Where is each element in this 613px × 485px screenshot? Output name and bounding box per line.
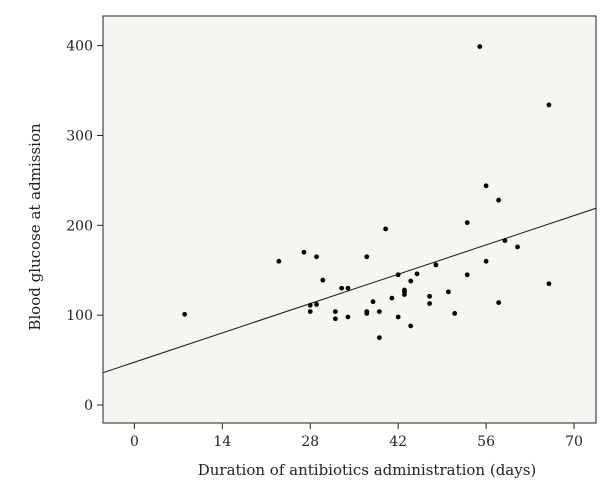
data-point: [276, 258, 282, 264]
data-point: [345, 314, 351, 320]
data-point: [464, 220, 470, 226]
data-point: [395, 272, 401, 278]
x-tick-label: 28: [301, 434, 319, 450]
data-point: [452, 310, 458, 316]
data-point: [477, 44, 483, 49]
data-point: [414, 271, 420, 277]
data-point: [483, 258, 489, 264]
fit-line: [102, 207, 597, 374]
data-point: [383, 226, 389, 232]
data-point: [408, 278, 414, 284]
data-point: [464, 272, 470, 278]
data-point: [433, 262, 439, 268]
data-point: [345, 285, 351, 291]
data-point: [427, 293, 432, 299]
data-point: [182, 311, 188, 317]
x-tick-label: 0: [130, 434, 139, 450]
data-point: [408, 323, 414, 329]
data-point: [320, 277, 326, 283]
data-point: [314, 254, 319, 260]
y-tick-label: 100: [66, 308, 93, 324]
data-point: [376, 309, 382, 314]
data-point: [395, 314, 401, 320]
data-point: [364, 310, 370, 316]
y-tick-label: 0: [84, 398, 93, 414]
data-point: [515, 244, 520, 250]
data-point: [364, 254, 370, 260]
data-point: [301, 249, 307, 255]
data-point: [496, 197, 502, 203]
x-tick-label: 56: [477, 434, 495, 450]
x-tick-label: 70: [565, 434, 583, 450]
y-tick-label: 400: [66, 39, 93, 55]
data-point: [496, 300, 502, 306]
x-tick-label: 42: [389, 434, 407, 450]
data-point: [546, 281, 552, 287]
data-point: [332, 309, 338, 314]
y-tick-label: 300: [66, 128, 93, 144]
data-point: [339, 285, 345, 291]
data-point: [314, 302, 319, 307]
data-point: [502, 238, 508, 244]
data-point: [376, 335, 382, 341]
y-tick-label: 200: [66, 218, 93, 234]
data-point: [307, 309, 313, 314]
data-point: [402, 292, 407, 297]
x-tick-label: 14: [213, 434, 231, 450]
data-point: [483, 183, 489, 189]
data-point: [389, 295, 395, 301]
plot-area: [102, 15, 597, 424]
data-point: [370, 299, 376, 305]
data-point: [332, 316, 338, 322]
y-axis-title: Blood glucose at admission: [26, 123, 44, 331]
data-point: [446, 289, 451, 295]
x-axis-title: Duration of antibiotics administration (…: [198, 461, 537, 479]
data-point: [427, 301, 432, 306]
data-point: [546, 102, 552, 108]
data-point: [307, 302, 313, 308]
